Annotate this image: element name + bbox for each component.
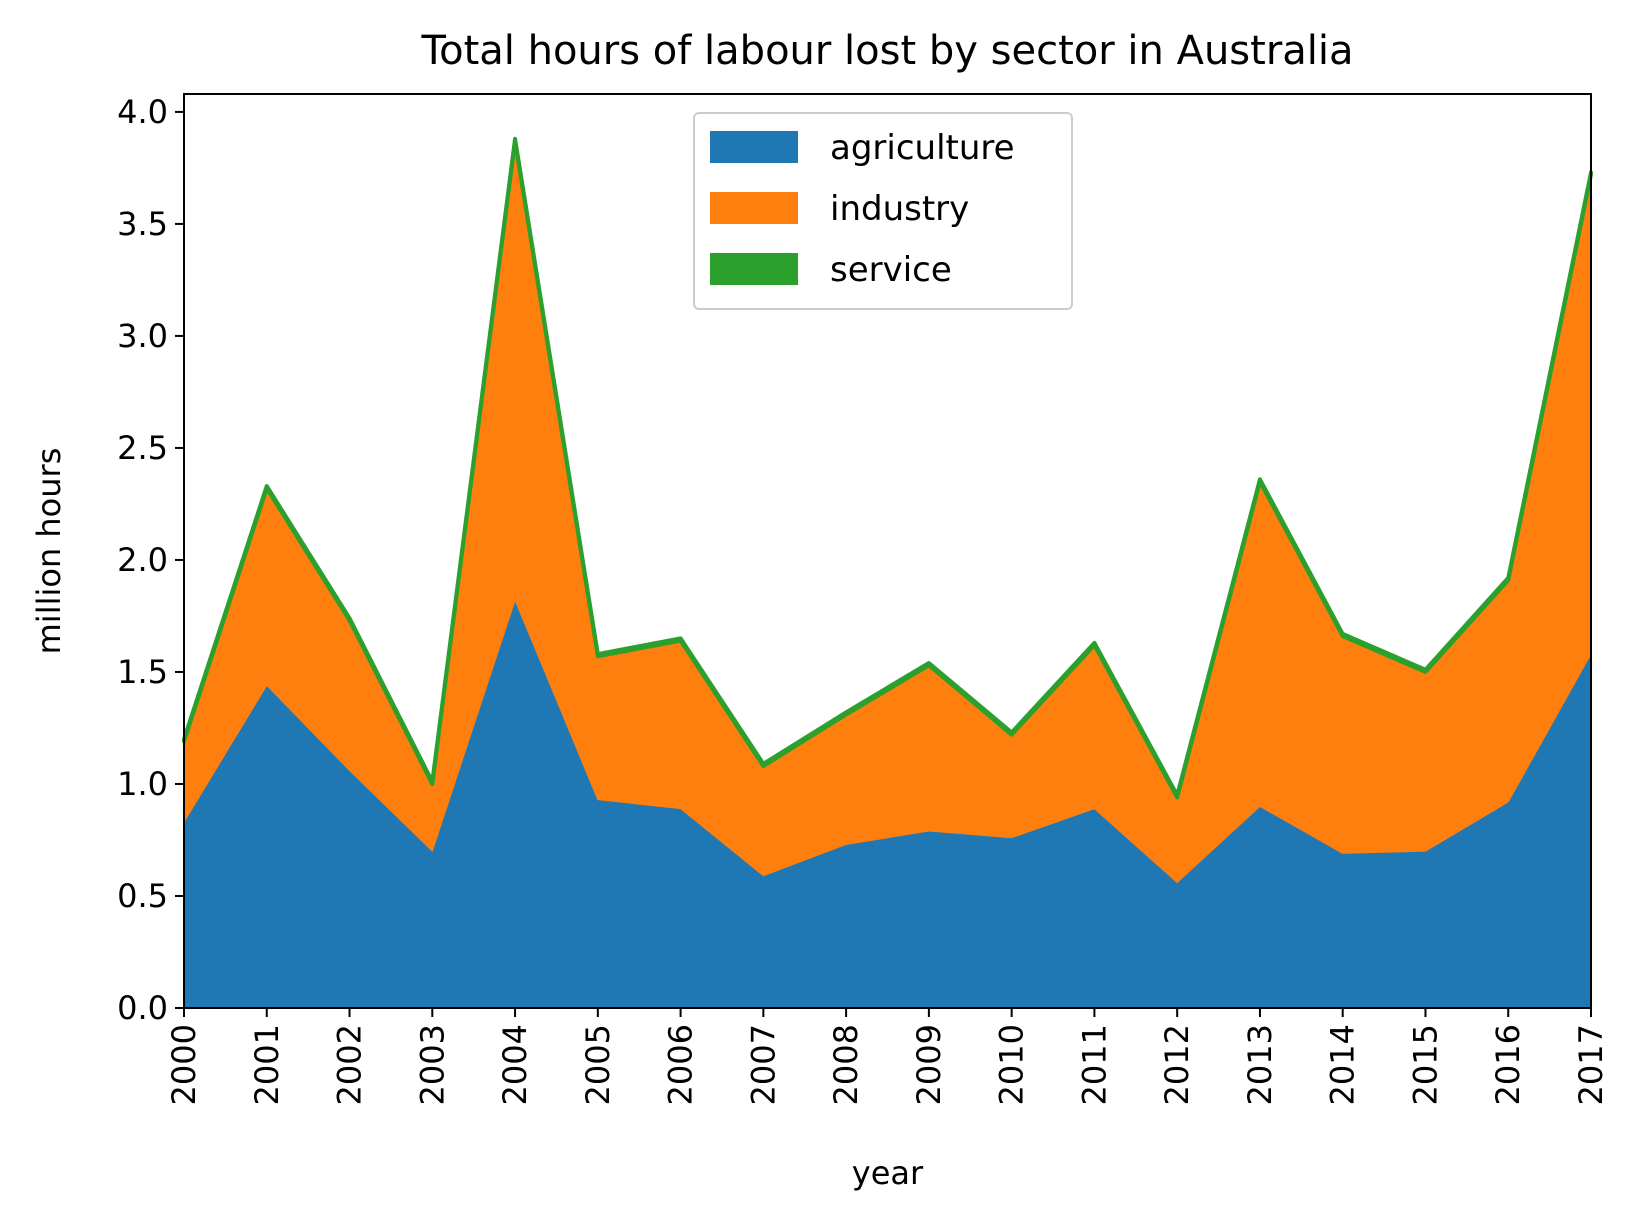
y-tick-label: 2.0 [117, 541, 168, 579]
x-tick-label: 2001 [248, 1024, 286, 1105]
y-tick-label: 2.5 [117, 429, 168, 467]
x-tick-label: 2016 [1489, 1024, 1527, 1105]
x-tick-label: 2014 [1324, 1024, 1362, 1105]
x-tick-label: 2017 [1572, 1024, 1610, 1105]
legend-swatch-agriculture [710, 131, 798, 163]
x-tick-label: 2009 [910, 1024, 948, 1105]
x-axis-label: year [852, 1154, 924, 1192]
x-tick-label: 2008 [827, 1024, 865, 1105]
x-axis: 2000 2001 2002 2003 2004 2005 2006 2007 2008 2009… [165, 1008, 1610, 1105]
plot-frame [183, 93, 1592, 1009]
x-tick-label: 2011 [1075, 1024, 1113, 1105]
x-tick-label: 2004 [496, 1024, 534, 1105]
legend-label-agriculture: agriculture [830, 128, 1015, 168]
y-tick-label: 1.0 [117, 765, 168, 803]
x-tick-label: 2015 [1406, 1024, 1444, 1105]
y-axis-label: million hours [30, 448, 68, 655]
x-tick-label: 2007 [744, 1024, 782, 1105]
x-tick-label: 2013 [1241, 1024, 1279, 1105]
y-tick-label: 4.0 [117, 93, 168, 131]
y-tick-label: 0.5 [117, 877, 168, 915]
legend-swatch-industry [710, 192, 798, 224]
x-tick-label: 2006 [662, 1024, 700, 1105]
legend: agriculture industry service [693, 112, 1073, 310]
legend-label-industry: industry [830, 189, 969, 229]
x-tick-label: 2002 [331, 1024, 369, 1105]
legend-label-service: service [830, 250, 952, 290]
y-tick-label: 3.0 [117, 317, 168, 355]
x-tick-label: 2005 [579, 1024, 617, 1105]
x-tick-label: 2003 [413, 1024, 451, 1105]
chart-title: Total hours of labour lost by sector in … [420, 28, 1353, 74]
y-axis: 0.0 0.5 1.0 1.5 2.0 2.5 3.0 3.5 4.0 [117, 93, 184, 1027]
y-tick-label: 1.5 [117, 653, 168, 691]
x-tick-label: 2000 [165, 1024, 203, 1105]
y-tick-label: 3.5 [117, 205, 168, 243]
x-tick-label: 2010 [993, 1024, 1031, 1105]
x-tick-label: 2012 [1158, 1024, 1196, 1105]
legend-swatch-service [710, 253, 798, 285]
y-tick-label: 0.0 [117, 989, 168, 1027]
